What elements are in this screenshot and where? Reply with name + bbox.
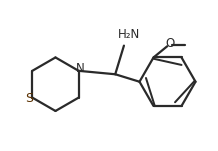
- Text: O: O: [166, 37, 175, 50]
- Text: S: S: [25, 92, 33, 105]
- Text: N: N: [76, 62, 85, 75]
- Text: H₂N: H₂N: [118, 28, 140, 41]
